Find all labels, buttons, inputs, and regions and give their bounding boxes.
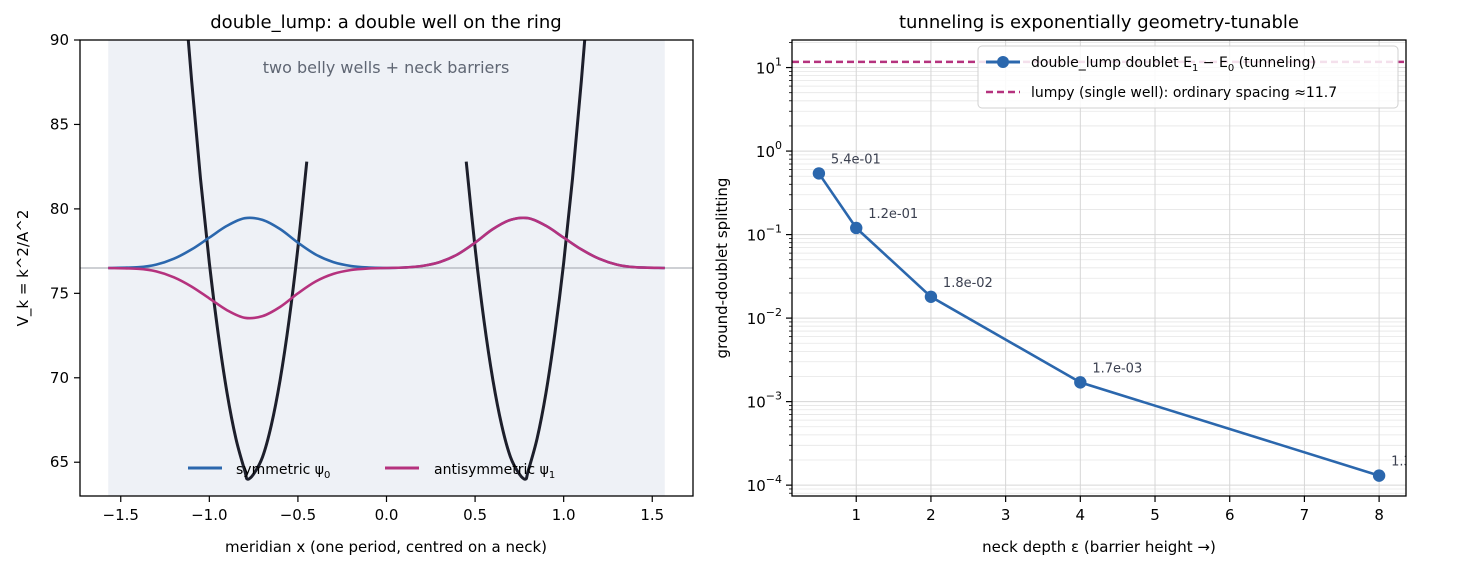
- potential-curve-left-well: [186, 40, 309, 481]
- left-chart-title: double_lump: a double well on the ring: [210, 12, 561, 33]
- right-y-axis-label: ground-doublet splitting: [713, 178, 731, 359]
- legend-label-lumpy: lumpy (single well): ordinary spacing ≈1…: [1031, 85, 1337, 101]
- data-point: [850, 221, 863, 235]
- y-tick-label: 100: [756, 139, 782, 161]
- y-tick-label: 101: [756, 56, 782, 78]
- left-inside-annotation: two belly wells + neck barriers: [263, 58, 510, 77]
- data-label: 1.7e-03: [1092, 361, 1142, 376]
- x-tick-label: −1.0: [191, 506, 227, 524]
- y-tick-label: 70: [50, 369, 69, 387]
- legend-label-antisymmetric: antisymmetric ψ1: [434, 462, 555, 481]
- legend-label-doublet: double_lump doublet E1 − E0 (tunneling): [1031, 55, 1316, 74]
- data-label: 5.4e-01: [831, 152, 881, 167]
- left-y-axis-label: V_k = k^2/A^2: [14, 210, 33, 327]
- legend-box: [977, 45, 1399, 109]
- y-tick-label: 85: [50, 115, 69, 133]
- data-point: [812, 167, 826, 180]
- y-tick-label: 90: [50, 31, 69, 49]
- x-tick-label: 1: [851, 506, 861, 524]
- left-legend: symmetric ψ0 antisymmetric ψ1: [188, 462, 555, 481]
- data-label: 1.2e-01: [868, 207, 918, 222]
- x-tick-label: 5: [1150, 506, 1160, 524]
- x-tick-label: 0.5: [463, 506, 487, 524]
- y-tick-label: 10−4: [747, 473, 782, 495]
- x-tick-label: 4: [1076, 506, 1086, 524]
- data-point: [1372, 469, 1386, 482]
- x-tick-label: 8: [1374, 506, 1384, 524]
- right-chart: 5.4e-01 1.2e-01 1.8e-02 1.7e-03 1.3e-04 1 2 3 4…: [713, 12, 1441, 556]
- y-tick-label: 10−2: [747, 306, 782, 328]
- y-tick-label: 80: [50, 200, 69, 218]
- right-chart-title: tunneling is exponentially geometry-tuna…: [899, 12, 1299, 33]
- y-tick-label: 10−1: [747, 223, 782, 245]
- potential-curve-right-well: [464, 40, 587, 481]
- legend-label-symmetric: symmetric ψ0: [236, 462, 330, 481]
- x-tick-label: 7: [1300, 506, 1310, 524]
- x-tick-label: −0.5: [280, 506, 316, 524]
- x-tick-label: 3: [1001, 506, 1011, 524]
- y-tick-label: 10−3: [747, 390, 782, 412]
- x-tick-label: 6: [1225, 506, 1235, 524]
- data-point: [1074, 376, 1087, 389]
- y-tick-label: 65: [50, 453, 69, 471]
- x-tick-label: −1.5: [103, 506, 139, 524]
- right-x-axis-label: neck depth ε (barrier height →): [982, 538, 1216, 556]
- right-legend: double_lump doublet E1 − E0 (tunneling) …: [977, 45, 1399, 109]
- legend-marker-doublet: [997, 56, 1009, 68]
- left-x-axis-label: meridian x (one period, centred on a nec…: [225, 538, 547, 556]
- y-tick-label: 75: [50, 284, 69, 302]
- series-line-antisymmetric: [108, 216, 665, 320]
- x-tick-label: 2: [926, 506, 936, 524]
- left-chart: two belly wells + neck barriers −1.5 −1.0…: [14, 12, 694, 556]
- x-tick-label: 0.0: [375, 506, 399, 524]
- x-tick-label: 1.0: [552, 506, 576, 524]
- data-label: 1.8e-02: [943, 276, 993, 291]
- data-label: 1.3e-04: [1391, 455, 1441, 470]
- x-tick-label: 1.5: [640, 506, 664, 524]
- data-point: [924, 290, 938, 303]
